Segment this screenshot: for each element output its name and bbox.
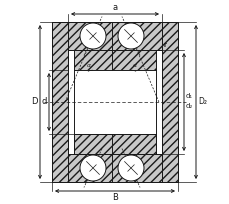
Bar xyxy=(52,22,177,182)
Bar xyxy=(74,134,155,154)
Text: d₁: d₁ xyxy=(185,93,192,99)
Text: r: r xyxy=(162,42,165,48)
Bar xyxy=(68,70,161,134)
Bar xyxy=(52,22,68,182)
Text: $\alpha$: $\alpha$ xyxy=(131,62,137,69)
Circle shape xyxy=(117,23,143,49)
Text: D: D xyxy=(31,98,38,106)
Text: a: a xyxy=(112,3,117,12)
Circle shape xyxy=(117,155,143,181)
Circle shape xyxy=(80,155,106,181)
Bar xyxy=(68,154,161,182)
Text: r: r xyxy=(162,42,165,48)
Text: d₂: d₂ xyxy=(185,103,192,109)
Text: D₂: D₂ xyxy=(197,98,206,106)
Text: B: B xyxy=(112,193,117,202)
Text: $\alpha$: $\alpha$ xyxy=(86,62,92,69)
Bar xyxy=(68,22,161,50)
Circle shape xyxy=(80,23,106,49)
Bar xyxy=(74,50,155,70)
Text: d: d xyxy=(41,98,47,106)
Bar xyxy=(161,22,177,182)
